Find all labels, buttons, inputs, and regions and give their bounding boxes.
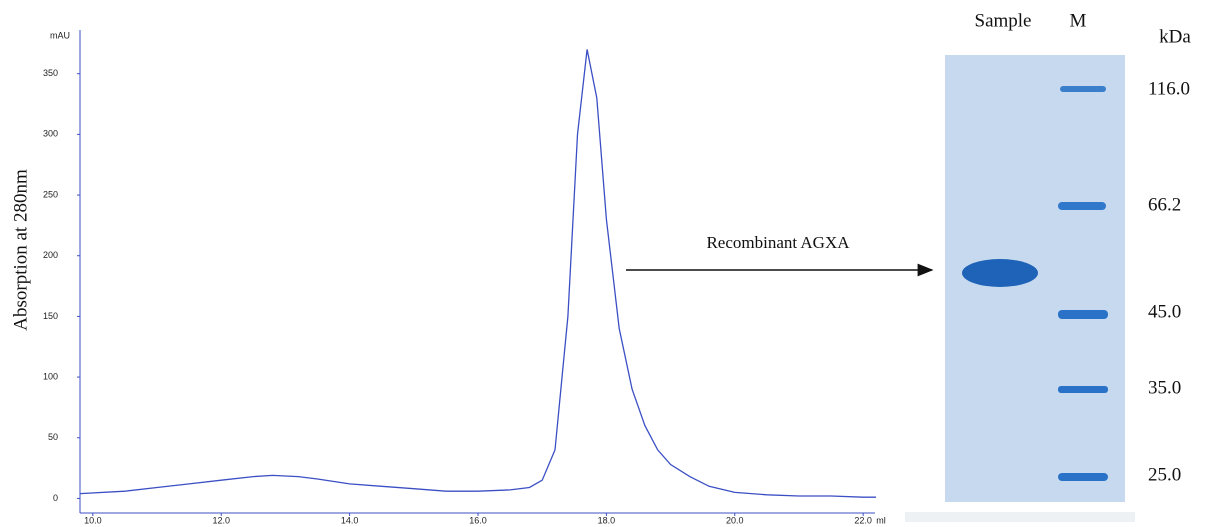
y-tick-label: 200 [43,250,58,260]
x-tick-label: 10.0 [84,515,102,525]
y-tick-label: 0 [53,493,58,503]
page: {"chart_data": {"type": "line", "y_unit"… [0,0,1207,527]
figure: Absorption at 280nm mAU ml Recombinant A… [0,0,1207,527]
x-tick-label: 22.0 [854,515,872,525]
marker-label: 66.2 [1148,194,1181,215]
x-unit: ml [876,515,886,525]
y-axis-label: Absorption at 280nm [10,169,31,331]
x-tick-label: 20.0 [726,515,744,525]
lane-label: M [1070,10,1087,31]
marker-band [1060,86,1106,92]
x-tick-label: 14.0 [341,515,359,525]
x-tick-label: 12.0 [212,515,230,525]
marker-label: 25.0 [1148,464,1181,485]
y-tick-label: 250 [43,189,58,199]
marker-label: 116.0 [1148,78,1190,99]
sample-band [962,259,1038,287]
x-tick-label: 16.0 [469,515,487,525]
y-tick-label: 350 [43,68,58,78]
y-tick-label: 100 [43,371,58,381]
annotation: Recombinant AGXA [706,233,850,252]
marker-label: 35.0 [1148,377,1181,398]
chromatogram-line [80,49,876,497]
y-tick-label: 150 [43,311,58,321]
marker-label: 45.0 [1148,301,1181,322]
marker-band [1058,386,1108,393]
marker-band [1058,310,1108,319]
gel-unit: kDa [1159,26,1191,47]
gel-edge [905,512,1135,522]
x-tick-label: 18.0 [598,515,616,525]
marker-band [1058,202,1106,210]
y-tick-label: 50 [48,432,58,442]
lane-label: Sample [975,10,1032,31]
y-unit: mAU [50,30,70,40]
y-tick-label: 300 [43,129,58,139]
marker-band [1058,473,1108,481]
